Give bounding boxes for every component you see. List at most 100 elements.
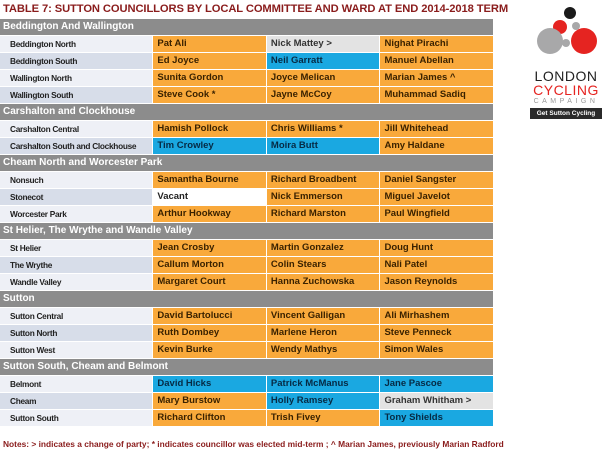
- councillor-cell: Jayne McCoy: [266, 87, 380, 103]
- councillor-cell: Patrick McManus: [266, 376, 380, 392]
- councillor-cell: Tony Shields: [380, 410, 493, 426]
- table-row: Sutton North Ruth Dombey Marlene Heron Stev…: [0, 325, 493, 341]
- councillor-cell: Daniel Sangster: [380, 172, 493, 188]
- councillor-cell: Neil Garratt: [266, 53, 380, 69]
- table-row: Wandle Valley Margaret Court Hanna Zuchows…: [0, 274, 493, 290]
- table-row: Sutton West Kevin Burke Wendy Mathys Simon …: [0, 342, 493, 358]
- councillor-cell: Ruth Dombey: [153, 325, 266, 341]
- ward-name: Beddington South: [0, 53, 153, 69]
- lcc-logo: LONDON CYCLING CAMPAIGN Get Sutton Cycli…: [530, 4, 602, 119]
- table-row: Wallington North Sunita Gordon Joyce Melic…: [0, 70, 493, 86]
- page-title: TABLE 7: SUTTON COUNCILLORS BY LOCAL COM…: [3, 3, 509, 15]
- councillor-cell: Samantha Bourne: [153, 172, 266, 188]
- committee-header: Sutton: [0, 291, 493, 307]
- councillors-table: Beddington And Wallington Beddington Nort…: [0, 19, 493, 427]
- councillor-cell: Jean Crosby: [153, 240, 266, 256]
- councillor-cell: Marian James ^: [380, 70, 493, 86]
- committee-header: Beddington And Wallington: [0, 19, 493, 35]
- ward-name: Sutton North: [0, 325, 153, 341]
- ward-name: Carshalton Central: [0, 121, 153, 137]
- table-row: St Helier Jean Crosby Martin Gonzalez Doug …: [0, 240, 493, 256]
- councillor-cell: Arthur Hookway: [153, 206, 266, 222]
- councillor-cell: Jill Whitehead: [380, 121, 493, 137]
- ward-name: Carshalton South and Clockhouse: [0, 138, 153, 154]
- ward-name: Sutton South: [0, 410, 153, 426]
- councillor-cell: Joyce Melican: [266, 70, 380, 86]
- councillor-cell: Vincent Galligan: [266, 308, 380, 324]
- ward-name: The Wrythe: [0, 257, 153, 273]
- table-row: Sutton Central David Bartolucci Vincent Ga…: [0, 308, 493, 324]
- committee-header: St Helier, The Wrythe and Wandle Valley: [0, 223, 493, 239]
- councillor-cell: Steve Cook *: [153, 87, 266, 103]
- ward-name: Beddington North: [0, 36, 153, 52]
- councillor-cell: Jason Reynolds: [380, 274, 493, 290]
- table-row: Wallington South Steve Cook * Jayne McCoy M…: [0, 87, 493, 103]
- logo-line3: CAMPAIGN: [533, 98, 599, 105]
- councillor-cell: Nick Emmerson: [266, 189, 380, 205]
- councillor-cell: Hamish Pollock: [153, 121, 266, 137]
- table-row: Beddington South Ed Joyce Neil Garratt Manu…: [0, 53, 493, 69]
- councillor-cell: Chris Williams *: [266, 121, 380, 137]
- ward-name: Stonecot: [0, 189, 153, 205]
- councillor-cell: Moira Butt: [266, 138, 380, 154]
- councillor-cell: Amy Haldane: [380, 138, 493, 154]
- table-row: The Wrythe Callum Morton Colin Stears Nali …: [0, 257, 493, 273]
- table-row: Beddington North Pat Ali Nick Mattey > Nigh…: [0, 36, 493, 52]
- logo-line1: LONDON: [534, 68, 598, 84]
- ward-name: Sutton West: [0, 342, 153, 358]
- councillor-cell: Miguel Javelot: [380, 189, 493, 205]
- committee-header: Sutton South, Cheam and Belmont: [0, 359, 493, 375]
- table-notes: Notes: > indicates a change of party; * …: [3, 439, 504, 449]
- ward-name: Nonsuch: [0, 172, 153, 188]
- ward-name: Cheam: [0, 393, 153, 409]
- councillor-cell: Nick Mattey >: [266, 36, 380, 52]
- councillor-cell: Ali Mirhashem: [380, 308, 493, 324]
- councillor-cell: Paul Wingfield: [380, 206, 493, 222]
- ward-name: Belmont: [0, 376, 153, 392]
- councillor-cell: Jane Pascoe: [380, 376, 493, 392]
- councillor-cell: Ed Joyce: [153, 53, 266, 69]
- councillor-cell: Manuel Abellan: [380, 53, 493, 69]
- councillor-cell: Hanna Zuchowska: [266, 274, 380, 290]
- councillor-cell: Margaret Court: [153, 274, 266, 290]
- councillor-cell: Vacant: [153, 189, 266, 205]
- bubbles-icon: [537, 7, 597, 54]
- get-sutton-cycling-banner: Get Sutton Cycling: [530, 108, 602, 119]
- councillor-cell: Nali Patel: [380, 257, 493, 273]
- logo-line2: CYCLING: [533, 82, 599, 98]
- councillor-cell: Graham Whitham >: [380, 393, 493, 409]
- councillor-cell: Steve Penneck: [380, 325, 493, 341]
- ward-name: Wallington North: [0, 70, 153, 86]
- table-row: Nonsuch Samantha Bourne Richard Broadbent D…: [0, 172, 493, 188]
- councillor-cell: Doug Hunt: [380, 240, 493, 256]
- councillor-cell: Simon Wales: [380, 342, 493, 358]
- ward-name: Wandle Valley: [0, 274, 153, 290]
- table-row: Cheam Mary Burstow Holly Ramsey Graham Whit…: [0, 393, 493, 409]
- table-row: Carshalton Central Hamish Pollock Chris Wi…: [0, 121, 493, 137]
- table-row: Worcester Park Arthur Hookway Richard Mars…: [0, 206, 493, 222]
- table-row: Sutton South Richard Clifton Trish Fivey To…: [0, 410, 493, 426]
- councillor-cell: Richard Broadbent: [266, 172, 380, 188]
- committee-header: Cheam North and Worcester Park: [0, 155, 493, 171]
- councillor-cell: Martin Gonzalez: [266, 240, 380, 256]
- councillor-cell: Marlene Heron: [266, 325, 380, 341]
- ward-name: Worcester Park: [0, 206, 153, 222]
- ward-name: Wallington South: [0, 87, 153, 103]
- councillor-cell: Kevin Burke: [153, 342, 266, 358]
- councillor-cell: David Bartolucci: [153, 308, 266, 324]
- councillor-cell: Tim Crowley: [153, 138, 266, 154]
- councillor-cell: Muhammad Sadiq: [380, 87, 493, 103]
- councillor-cell: Richard Clifton: [153, 410, 266, 426]
- councillor-cell: Nighat Pirachi: [380, 36, 493, 52]
- table-row: Belmont David Hicks Patrick McManus Jane Pa…: [0, 376, 493, 392]
- ward-name: Sutton Central: [0, 308, 153, 324]
- councillor-cell: Colin Stears: [266, 257, 380, 273]
- councillor-cell: Trish Fivey: [266, 410, 380, 426]
- committee-header: Carshalton and Clockhouse: [0, 104, 493, 120]
- ward-name: St Helier: [0, 240, 153, 256]
- councillor-cell: David Hicks: [153, 376, 266, 392]
- councillor-cell: Pat Ali: [153, 36, 266, 52]
- councillor-cell: Callum Morton: [153, 257, 266, 273]
- councillor-cell: Mary Burstow: [153, 393, 266, 409]
- table-row: Stonecot Vacant Nick Emmerson Miguel Javelo…: [0, 189, 493, 205]
